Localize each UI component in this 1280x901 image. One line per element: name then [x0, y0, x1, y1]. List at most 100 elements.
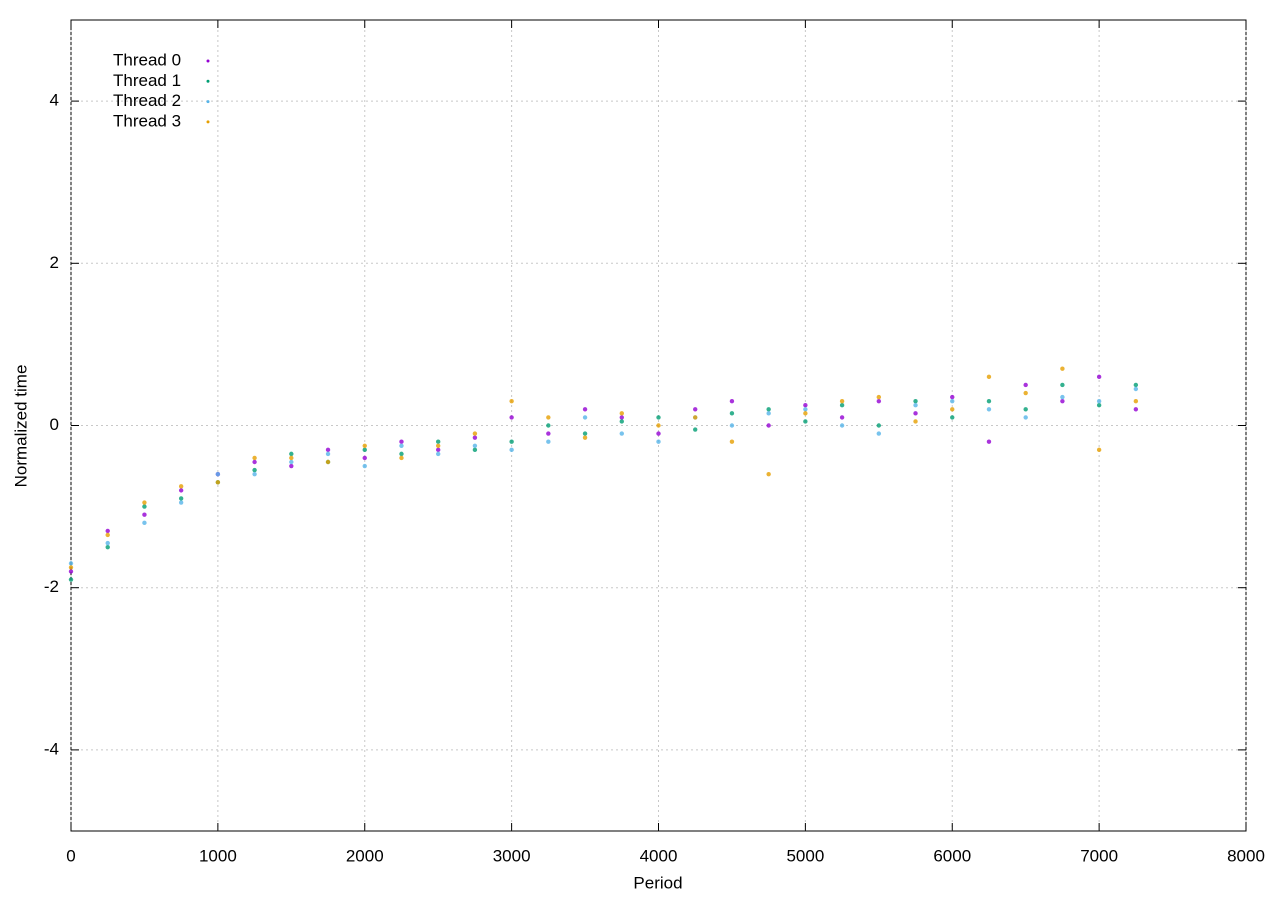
point	[399, 451, 404, 457]
point	[289, 463, 294, 469]
point	[68, 577, 74, 582]
point	[1060, 366, 1065, 371]
point	[472, 443, 478, 448]
point	[362, 455, 367, 461]
y-tick-label: 4	[50, 91, 59, 110]
point	[1096, 447, 1102, 453]
x-tick-label: 0	[66, 846, 75, 865]
point	[289, 451, 294, 457]
y-tick-label: -2	[44, 577, 59, 596]
point	[729, 411, 735, 416]
point	[913, 398, 918, 404]
point	[619, 419, 624, 424]
point	[839, 423, 845, 428]
point	[766, 423, 771, 428]
point	[546, 423, 551, 428]
y-axis-label: Normalized time	[11, 365, 30, 488]
point	[289, 459, 294, 465]
point	[546, 415, 551, 420]
x-tick-label: 7000	[1080, 846, 1118, 865]
point	[766, 407, 771, 412]
point	[178, 484, 184, 489]
point	[1060, 394, 1065, 400]
point	[1023, 407, 1028, 412]
point	[766, 471, 771, 477]
point	[950, 394, 955, 400]
point	[986, 407, 992, 412]
point	[693, 407, 698, 412]
point	[619, 415, 624, 420]
point	[509, 439, 514, 444]
point	[142, 500, 147, 505]
point	[215, 471, 221, 477]
point	[1133, 382, 1139, 388]
point	[693, 415, 698, 420]
point	[656, 423, 661, 428]
point	[839, 403, 845, 408]
x-tick-label: 1000	[199, 846, 237, 865]
point	[252, 471, 257, 477]
y-tick-label: -4	[44, 739, 59, 758]
point	[986, 374, 992, 380]
point	[1060, 398, 1065, 404]
point	[582, 407, 588, 412]
point	[399, 455, 404, 461]
point	[913, 411, 918, 416]
point	[1023, 382, 1028, 388]
point	[399, 439, 404, 444]
point	[472, 435, 478, 440]
point	[582, 431, 588, 436]
point	[1060, 382, 1065, 388]
point	[1023, 390, 1028, 396]
point	[950, 398, 955, 404]
point	[252, 467, 257, 473]
point	[1096, 398, 1102, 404]
point	[876, 394, 882, 400]
point	[325, 451, 331, 457]
point	[546, 431, 551, 436]
point	[68, 569, 74, 574]
legend-marker	[206, 120, 210, 124]
point	[362, 463, 367, 469]
point	[1133, 407, 1139, 412]
point	[509, 447, 514, 453]
point	[362, 443, 367, 448]
point	[876, 398, 882, 404]
point	[435, 451, 441, 457]
point	[1133, 386, 1139, 392]
point	[362, 447, 367, 453]
point	[913, 419, 918, 424]
legend-marker	[206, 59, 210, 63]
point	[986, 439, 992, 444]
point	[399, 443, 404, 448]
point	[1096, 403, 1102, 408]
point	[656, 415, 661, 420]
point	[656, 439, 661, 444]
point	[913, 403, 918, 408]
legend-label: Thread 3	[113, 111, 181, 130]
point	[582, 415, 588, 420]
point	[729, 423, 735, 428]
point	[142, 512, 147, 517]
point	[986, 398, 992, 404]
point	[1133, 398, 1139, 404]
point	[766, 411, 771, 416]
legend-marker	[206, 79, 210, 83]
x-tick-label: 2000	[346, 846, 384, 865]
point	[803, 403, 808, 408]
point	[656, 431, 661, 436]
point	[215, 480, 221, 485]
point	[68, 565, 74, 570]
point	[252, 459, 257, 465]
point	[582, 435, 588, 440]
point	[142, 504, 147, 509]
point	[803, 411, 808, 416]
point	[876, 431, 882, 436]
point	[803, 407, 808, 412]
point	[105, 532, 110, 538]
point	[178, 488, 184, 493]
point	[839, 398, 845, 404]
x-tick-label: 6000	[933, 846, 971, 865]
point	[252, 455, 257, 461]
